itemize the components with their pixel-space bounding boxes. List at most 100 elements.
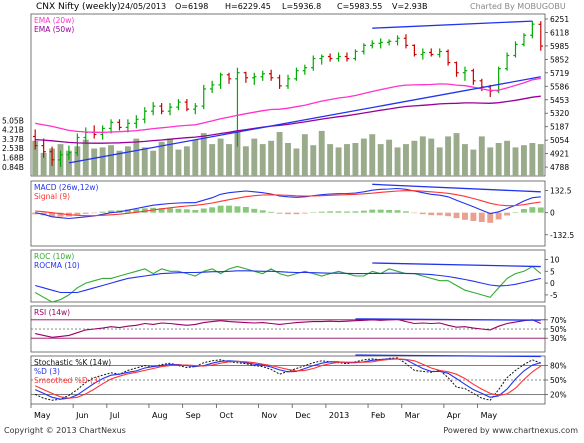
- volume-bar: [268, 140, 275, 176]
- roc-legend-0: ROC (10w): [34, 252, 74, 261]
- macd-histogram-bar: [242, 207, 249, 213]
- macd-histogram-bar: [259, 210, 266, 213]
- macd-histogram-bar: [369, 209, 376, 213]
- volume-value: V=2.93B: [392, 2, 427, 11]
- macd-histogram-bar: [301, 212, 308, 214]
- macd-histogram-bar: [504, 212, 511, 216]
- macd-histogram-bar: [529, 207, 536, 213]
- macd-histogram-bar: [217, 205, 224, 213]
- volume-bar: [91, 148, 98, 176]
- volume-tick-label: 3.37B: [2, 135, 24, 144]
- volume-bar: [200, 133, 207, 176]
- powered-by-label: Powered by www.chartnexus.com: [443, 426, 578, 435]
- price-y-tick-label: 5187: [550, 123, 569, 132]
- ema50-line: [35, 95, 541, 144]
- macd-histogram-bar: [411, 212, 418, 214]
- price-y-tick-label: 5320: [550, 109, 569, 118]
- roc-y-tick-label: 5: [550, 267, 555, 276]
- price-y-tick-label: 5586: [550, 82, 569, 91]
- stoch-y-tick-label: 50%: [550, 376, 567, 385]
- x-tick-label: Apr: [447, 411, 462, 420]
- price-y-tick-label: 5985: [550, 42, 569, 51]
- volume-bar: [175, 149, 182, 176]
- macd-histogram-bar: [487, 212, 494, 223]
- macd-histogram-bar: [192, 210, 199, 213]
- macd-histogram-bar: [82, 212, 89, 214]
- rsi-line: [35, 318, 542, 338]
- volume-bar: [301, 134, 308, 176]
- macd-histogram-bar: [512, 212, 519, 213]
- rsi-y-tick-label: 30%: [550, 334, 567, 343]
- macd-histogram-bar: [344, 211, 350, 213]
- macd-legend-0: MACD (26w,12w): [34, 183, 99, 192]
- volume-bar: [209, 144, 216, 176]
- volume-bar: [234, 132, 241, 176]
- macd-histogram-bar: [133, 208, 140, 213]
- macd-histogram-bar: [276, 212, 283, 214]
- macd-histogram-bar: [57, 212, 64, 217]
- high-value: H=6229.45: [225, 2, 271, 11]
- volume-bar: [327, 144, 334, 176]
- volume-bar: [242, 146, 249, 176]
- stoch-trendline-0: [355, 354, 541, 358]
- date-label: 24/05/2013: [120, 2, 166, 11]
- stoch-y-tick-label: 80%: [550, 362, 567, 371]
- macd-histogram-bar: [158, 208, 165, 213]
- macd-histogram-bar: [124, 209, 131, 213]
- charted-by-label: Charted By MOBUGOBU: [470, 2, 566, 11]
- macd-histogram-bar: [445, 212, 452, 217]
- x-tick-label: Mar: [405, 411, 421, 420]
- volume-bar: [487, 147, 494, 176]
- price-y-tick-label: 5852: [550, 55, 569, 64]
- price-y-tick-label: 5054: [550, 136, 569, 145]
- volume-bar: [150, 150, 157, 176]
- macd-histogram-bar: [32, 212, 39, 215]
- volume-bar: [183, 146, 190, 176]
- volume-bar: [167, 138, 173, 176]
- roc-line: [34, 265, 542, 303]
- macd-histogram-bar: [209, 207, 216, 213]
- macd-histogram-bar: [285, 212, 291, 215]
- rsi-y-tick-label: 50%: [550, 325, 567, 334]
- rsi-trendline-0: [355, 318, 541, 321]
- volume-tick-label: 0.84B: [2, 163, 24, 172]
- macd-histogram-bar: [167, 208, 173, 213]
- volume-bar: [369, 134, 376, 176]
- volume-bar: [495, 143, 502, 176]
- roc-y-tick-label: -5: [550, 291, 558, 300]
- rsi-y-tick-label: 70%: [550, 316, 567, 325]
- volume-bar: [403, 144, 409, 176]
- volume-bar: [158, 141, 165, 176]
- x-tick-label: Oct: [219, 411, 233, 420]
- macd-histogram-bar: [175, 208, 182, 213]
- macd-histogram-bar: [99, 211, 106, 213]
- volume-bar: [436, 147, 443, 176]
- price-y-tick-label: 5453: [550, 96, 569, 105]
- price-y-tick-label: 6118: [550, 28, 569, 37]
- price-y-tick-label: 5719: [550, 69, 569, 78]
- volume-bar: [32, 140, 39, 176]
- roc-trendline-0: [372, 262, 541, 268]
- macd-histogram-bar: [251, 208, 258, 213]
- price-y-tick-label: 4788: [550, 163, 569, 172]
- macd-histogram-bar: [360, 210, 367, 213]
- x-tick-label: 2013: [329, 411, 349, 420]
- macd-histogram-bar: [200, 208, 207, 213]
- stoch-y-tick-label: 20%: [550, 390, 567, 399]
- macd-y-tick-label: 132.5: [550, 187, 572, 196]
- volume-bar: [310, 145, 317, 176]
- volume-tick-label: 1.68B: [2, 154, 24, 163]
- volume-bar: [124, 146, 131, 176]
- volume-bar: [141, 147, 148, 176]
- volume-bar: [40, 152, 47, 176]
- price-y-tick-label: 4921: [550, 150, 569, 159]
- macd-histogram-bar: [462, 212, 468, 220]
- x-tick-label: Dec: [295, 411, 310, 420]
- volume-bar: [470, 149, 477, 176]
- open-value: O=6198: [175, 2, 208, 11]
- x-tick-label: May: [34, 411, 51, 420]
- macd-histogram-bar: [335, 211, 342, 213]
- volume-bar: [344, 144, 350, 176]
- roc-y-tick-label: 10: [550, 255, 560, 264]
